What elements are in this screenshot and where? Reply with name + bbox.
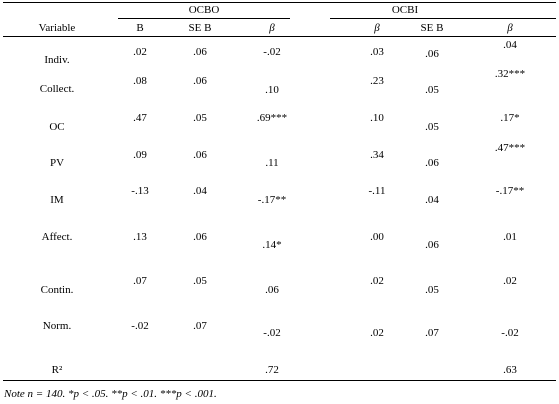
cell: .05 <box>193 112 207 124</box>
group-rule <box>118 18 290 19</box>
cell: .05 <box>193 275 207 287</box>
cell: .23 <box>370 75 384 87</box>
cell: .04 <box>503 39 517 51</box>
column-header: β <box>269 22 275 34</box>
row-label: Collect. <box>39 83 75 95</box>
group-header: OCBI <box>391 4 419 16</box>
cell: .02 <box>133 46 147 58</box>
row-label: Affect. <box>41 231 73 243</box>
row-label: PV <box>49 157 65 169</box>
cell: .13 <box>133 231 147 243</box>
row-label: Indiv. <box>44 54 70 66</box>
cell: .04 <box>193 185 207 197</box>
cell: .34 <box>370 149 384 161</box>
cell: .02 <box>370 327 384 339</box>
column-header: Variable <box>38 22 76 34</box>
cell: .11 <box>265 157 279 169</box>
cell: .09 <box>133 149 147 161</box>
cell: .06 <box>193 231 207 243</box>
cell: .47 <box>133 112 147 124</box>
cell: -.02 <box>131 320 149 332</box>
cell: .10 <box>370 112 384 124</box>
cell: .63 <box>503 364 517 376</box>
cell: .32*** <box>494 68 526 80</box>
row-label: IM <box>50 194 64 206</box>
cell: .69*** <box>256 112 288 124</box>
cell: .06 <box>425 239 439 251</box>
column-header: β <box>374 22 380 34</box>
cell: -.02 <box>501 327 519 339</box>
cell: .02 <box>503 275 517 287</box>
cell: .14* <box>262 239 282 251</box>
header-rule <box>3 36 556 37</box>
row-label: OC <box>49 121 65 133</box>
cell: .10 <box>265 84 279 96</box>
cell: -.02 <box>263 327 281 339</box>
row-label: Contin. <box>40 284 74 296</box>
cell: .05 <box>425 121 439 133</box>
cell: .01 <box>503 231 517 243</box>
group-rule <box>330 18 556 19</box>
cell: -.02 <box>263 46 281 58</box>
bottom-rule <box>3 380 556 381</box>
cell: .05 <box>425 284 439 296</box>
cell: .02 <box>370 275 384 287</box>
cell: .07 <box>425 327 439 339</box>
cell: -.11 <box>368 185 386 197</box>
cell: .05 <box>425 84 439 96</box>
cell: .06 <box>193 75 207 87</box>
cell: .72 <box>265 364 279 376</box>
column-header: β <box>507 22 513 34</box>
cell: -.13 <box>131 185 149 197</box>
cell: .04 <box>425 194 439 206</box>
group-header: OCBO <box>188 4 220 16</box>
cell: .07 <box>193 320 207 332</box>
row-label: R² <box>51 364 63 376</box>
cell: .17* <box>500 112 520 124</box>
cell: -.17** <box>495 185 525 197</box>
cell: -.17** <box>257 194 287 206</box>
cell: .07 <box>133 275 147 287</box>
column-header: B <box>136 22 144 34</box>
cell: .47*** <box>494 142 526 154</box>
cell: .06 <box>425 48 439 60</box>
column-header: SE B <box>188 22 212 34</box>
cell: .03 <box>370 46 384 58</box>
cell: .08 <box>133 75 147 87</box>
cell: .06 <box>193 149 207 161</box>
cell: .00 <box>370 231 384 243</box>
top-rule <box>3 2 556 3</box>
row-label: Norm. <box>42 320 72 332</box>
column-header: SE B <box>420 22 444 34</box>
cell: .06 <box>425 157 439 169</box>
note: Note n = 140. *p < .05. **p < .01. ***p … <box>4 388 217 400</box>
cell: .06 <box>193 46 207 58</box>
cell: .06 <box>265 284 279 296</box>
